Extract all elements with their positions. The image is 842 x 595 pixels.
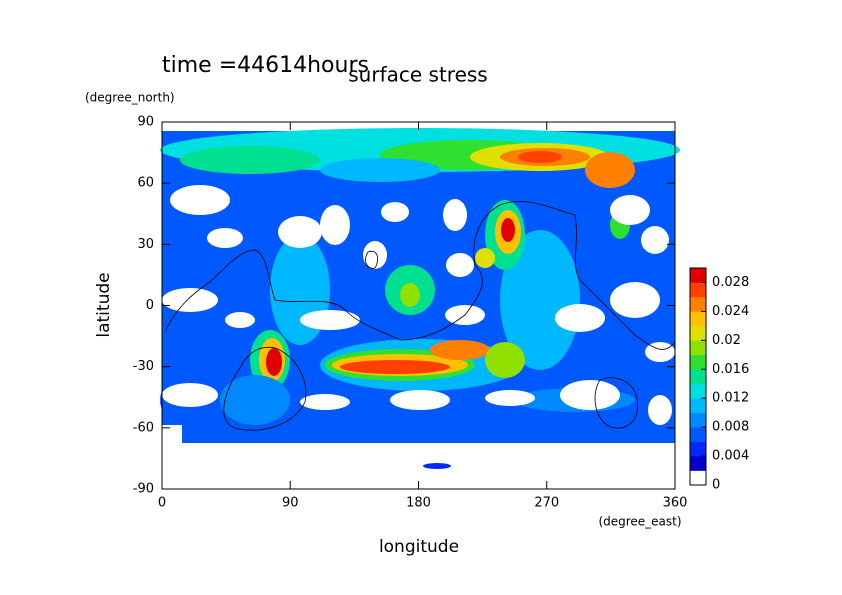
x-tick-label: 360 — [663, 496, 688, 511]
field-area — [430, 340, 490, 360]
field-area — [300, 310, 360, 330]
field-area — [220, 375, 290, 425]
field-area — [518, 151, 562, 163]
colorbar-band — [690, 369, 706, 385]
field-area — [423, 463, 451, 469]
coastline — [594, 377, 639, 429]
field-area — [225, 312, 255, 328]
y-tick-label: -60 — [133, 420, 154, 435]
x-tick-label: 270 — [534, 496, 559, 511]
colorbar-tick-label: 0 — [712, 478, 720, 493]
field-area — [501, 218, 515, 242]
field-area — [170, 185, 230, 215]
field-area — [363, 241, 387, 269]
y-axis-label: latitude — [94, 272, 114, 337]
field-area — [450, 400, 670, 440]
field-area — [340, 360, 450, 374]
colorbar-tick-label: 0.004 — [712, 449, 749, 464]
y-tick-label: 90 — [137, 115, 154, 130]
x-axis-label: longitude — [379, 537, 459, 557]
y-tick-label: 60 — [137, 176, 154, 191]
field-area — [390, 390, 450, 410]
x-tick-label: 90 — [282, 496, 299, 511]
contour-field — [160, 122, 680, 489]
field-area — [648, 395, 672, 425]
field-area — [320, 158, 440, 182]
field-area — [555, 304, 605, 332]
colorbar-band — [690, 282, 706, 298]
field-area — [610, 195, 650, 225]
x-tick-label: 0 — [158, 496, 166, 511]
field-area — [400, 283, 420, 307]
colorbar-band — [690, 398, 706, 413]
colorbar-tick-label: 0.02 — [712, 333, 741, 348]
field-area — [207, 228, 243, 248]
y-tick-label: 0 — [146, 298, 154, 313]
colorbar-band — [690, 354, 706, 370]
colorbar-band — [690, 456, 706, 471]
colorbar-frame — [689, 267, 707, 486]
subtitle: time =44614hours — [162, 53, 369, 78]
colorbar-tick-label: 0.016 — [712, 362, 749, 377]
colorbar-band — [690, 325, 706, 341]
colorbar-band — [690, 427, 706, 442]
field-area — [180, 146, 320, 174]
field-area — [162, 288, 218, 312]
colorbar-band — [690, 412, 706, 428]
colorbar-band — [690, 470, 706, 486]
colorbar-band — [690, 441, 706, 457]
colorbar-tick-label: 0.028 — [712, 275, 749, 290]
chart-title: surface stress — [348, 63, 487, 87]
field-area — [381, 202, 409, 222]
field-area — [610, 282, 660, 318]
colorbar-tick-label: 0.012 — [712, 391, 749, 406]
field-area — [278, 216, 322, 248]
field-area — [485, 390, 535, 406]
y-unit: (degree_north) — [85, 91, 175, 105]
field-area — [320, 205, 350, 245]
field-area — [585, 152, 635, 188]
field-area — [500, 230, 580, 370]
colorbar-band — [690, 383, 706, 399]
x-unit: (degree_east) — [598, 515, 681, 529]
coastline — [164, 201, 676, 350]
field-area — [475, 248, 495, 268]
field-area — [162, 425, 182, 450]
colorbar-band — [690, 340, 706, 356]
field-area — [641, 226, 669, 254]
coastline — [365, 250, 379, 269]
y-tick-label: -90 — [133, 482, 154, 497]
field-area — [162, 383, 218, 407]
coastline — [223, 346, 307, 431]
colorbar-tick-label: 0.024 — [712, 304, 749, 319]
field-area — [443, 199, 467, 231]
x-tick-label: 180 — [406, 496, 431, 511]
y-tick-label: 30 — [137, 237, 154, 252]
colorbar-band — [690, 268, 706, 283]
field-area — [300, 394, 350, 410]
colorbar-band — [690, 296, 706, 312]
y-tick-label: -30 — [133, 359, 154, 374]
field-area — [266, 348, 282, 376]
colorbar-band — [690, 311, 706, 327]
field-area — [446, 253, 474, 277]
field-area — [485, 342, 525, 378]
field-area — [560, 380, 620, 410]
field-area — [645, 342, 675, 362]
colorbar-tick-label: 0.008 — [712, 420, 749, 435]
